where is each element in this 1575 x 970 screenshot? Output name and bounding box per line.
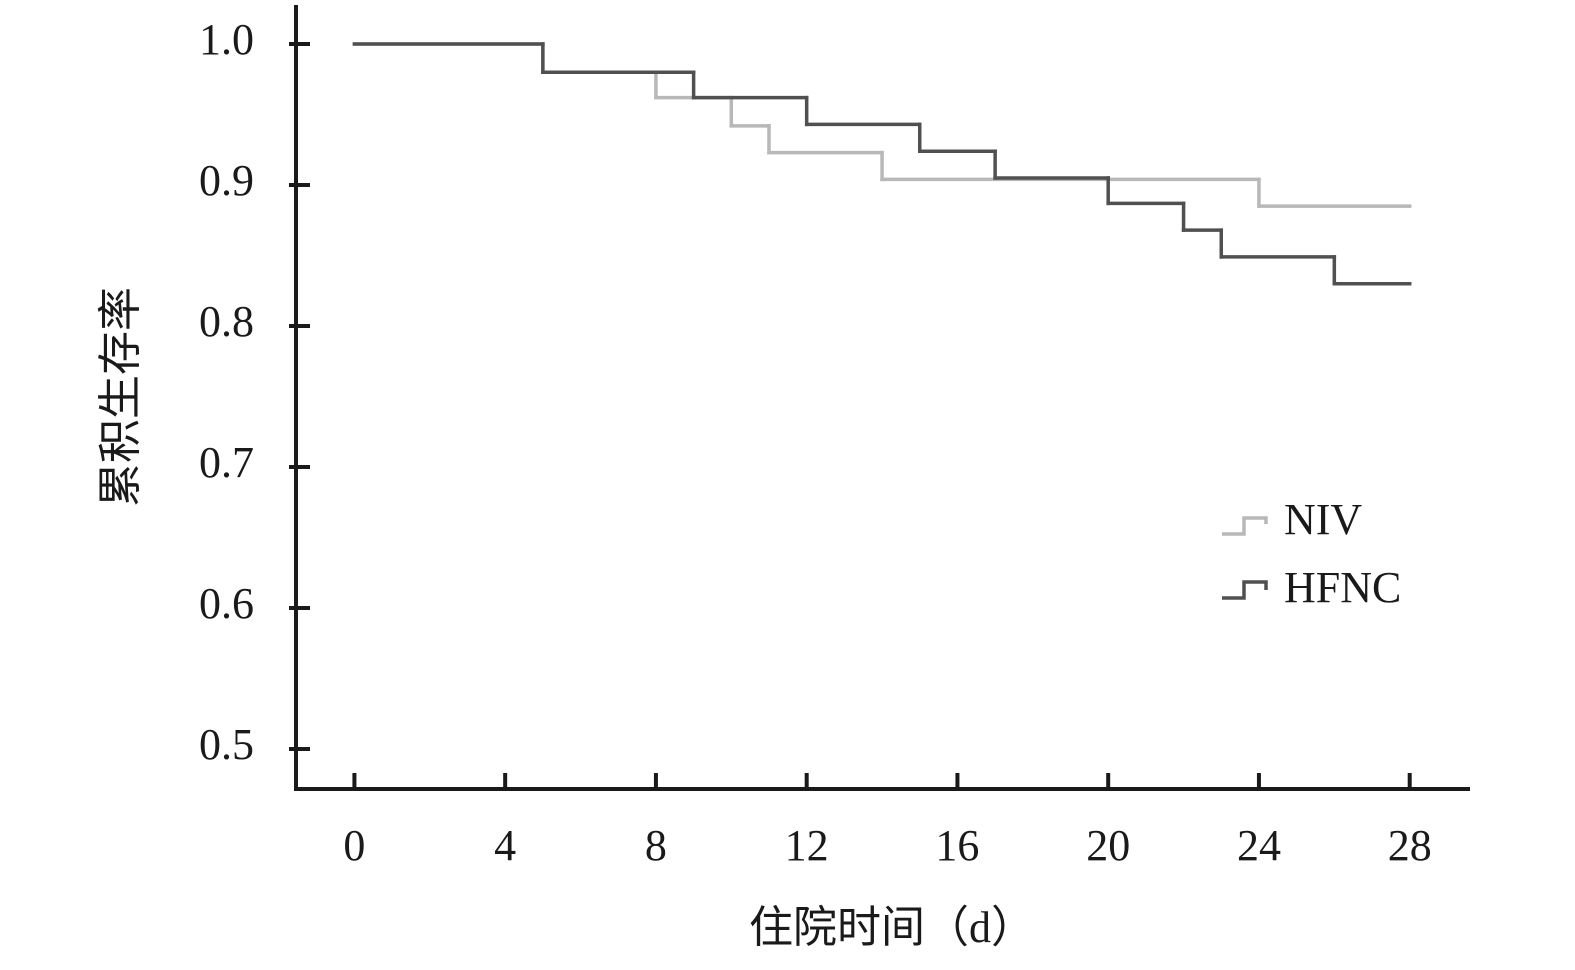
y-tick-label: 0.6	[199, 579, 254, 628]
y-tick-label: 0.9	[199, 156, 254, 205]
x-tick-label: 12	[785, 821, 829, 870]
y-tick-label: 0.5	[199, 720, 254, 769]
x-tick-label: 24	[1237, 821, 1281, 870]
x-tick-label: 0	[343, 821, 365, 870]
y-tick-label: 1.0	[199, 15, 254, 64]
x-tick-label: 16	[935, 821, 979, 870]
x-tick-label: 4	[494, 821, 516, 870]
x-tick-label: 28	[1388, 821, 1432, 870]
y-axis-title: 累积生存率	[96, 287, 145, 507]
y-tick-label: 0.8	[199, 297, 254, 346]
legend-symbol	[1222, 580, 1268, 600]
x-tick-label: 8	[645, 821, 667, 870]
x-axis-title: 住院时间（d）	[749, 903, 1035, 952]
legend-label: NIV	[1284, 495, 1362, 544]
x-tick-label: 20	[1086, 821, 1130, 870]
legend-label: HFNC	[1284, 563, 1401, 612]
y-tick-label: 0.7	[199, 438, 254, 487]
legend-symbol	[1222, 516, 1268, 536]
